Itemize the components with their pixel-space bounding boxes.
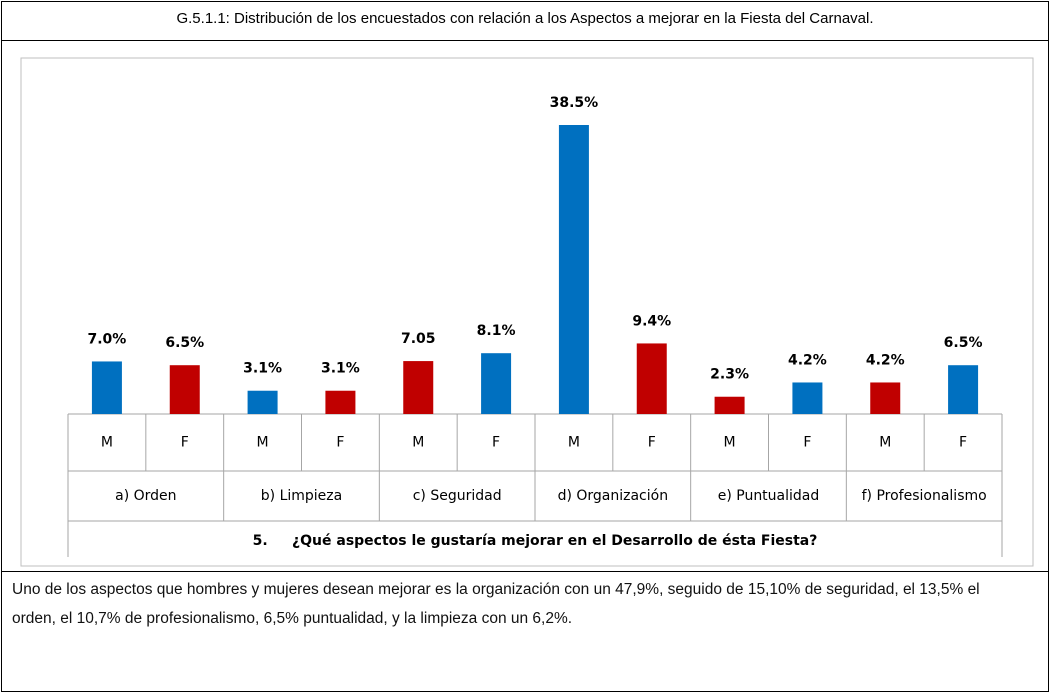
x-tick-label: F — [181, 435, 189, 451]
data-label: 4.2% — [788, 352, 827, 368]
data-label: 7.05 — [401, 331, 436, 347]
bar — [792, 382, 823, 414]
bar — [91, 361, 122, 414]
paragraph: Uno de los aspectos que hombres y mujere… — [12, 581, 980, 627]
chart-frame — [20, 57, 1034, 567]
x-tick-label: F — [959, 435, 967, 451]
x-tick-label: M — [101, 435, 113, 451]
figure-title: G.5.1.1: Distribución de los encuestados… — [2, 2, 1048, 41]
bar — [247, 390, 278, 414]
bar — [558, 125, 589, 414]
group-label: f) Profesionalismo — [862, 488, 987, 504]
x-axis-title: 5. ¿Qué aspectos le gustaría mejorar en … — [253, 533, 818, 549]
x-tick-label: M — [724, 435, 736, 451]
data-label: 4.2% — [866, 352, 905, 368]
x-tick-label: M — [412, 435, 424, 451]
bar — [403, 361, 434, 414]
x-tick-label: M — [257, 435, 269, 451]
data-label: 3.1% — [321, 361, 360, 377]
x-tick-label: M — [568, 435, 580, 451]
data-label: 2.3% — [710, 367, 749, 383]
data-label: 6.5% — [944, 335, 983, 351]
group-label: c) Seguridad — [413, 488, 502, 504]
chart: M 7.0% F 6.5% M 3.1% F 3.1% M 7.05 F 8.1% M 38.5% F 9.4… — [20, 57, 1034, 567]
bar — [948, 365, 979, 414]
bar — [481, 353, 512, 414]
chart-cell: M 7.0% F 6.5% M 3.1% F 3.1% M 7.05 F 8.1% M 38.5% F 9.4… — [2, 41, 1048, 572]
bar — [870, 382, 901, 414]
x-tick-label: F — [492, 435, 500, 451]
x-tick-label: F — [648, 435, 656, 451]
data-label: 3.1% — [243, 361, 282, 377]
data-label: 9.4% — [632, 313, 671, 329]
group-label: b) Limpieza — [261, 488, 342, 504]
group-label: d) Organización — [558, 488, 669, 504]
x-tick-label: M — [879, 435, 891, 451]
data-label: 38.5% — [550, 95, 599, 111]
bar — [714, 396, 745, 414]
data-label: 7.0% — [88, 331, 127, 347]
data-label: 8.1% — [477, 323, 516, 339]
bar — [636, 343, 667, 414]
x-tick-label: F — [803, 435, 811, 451]
data-label: 6.5% — [165, 335, 204, 351]
bar — [325, 390, 356, 414]
bar — [169, 365, 200, 414]
group-label: e) Puntualidad — [718, 488, 820, 504]
group-label: a) Orden — [115, 488, 176, 504]
x-tick-label: F — [336, 435, 344, 451]
